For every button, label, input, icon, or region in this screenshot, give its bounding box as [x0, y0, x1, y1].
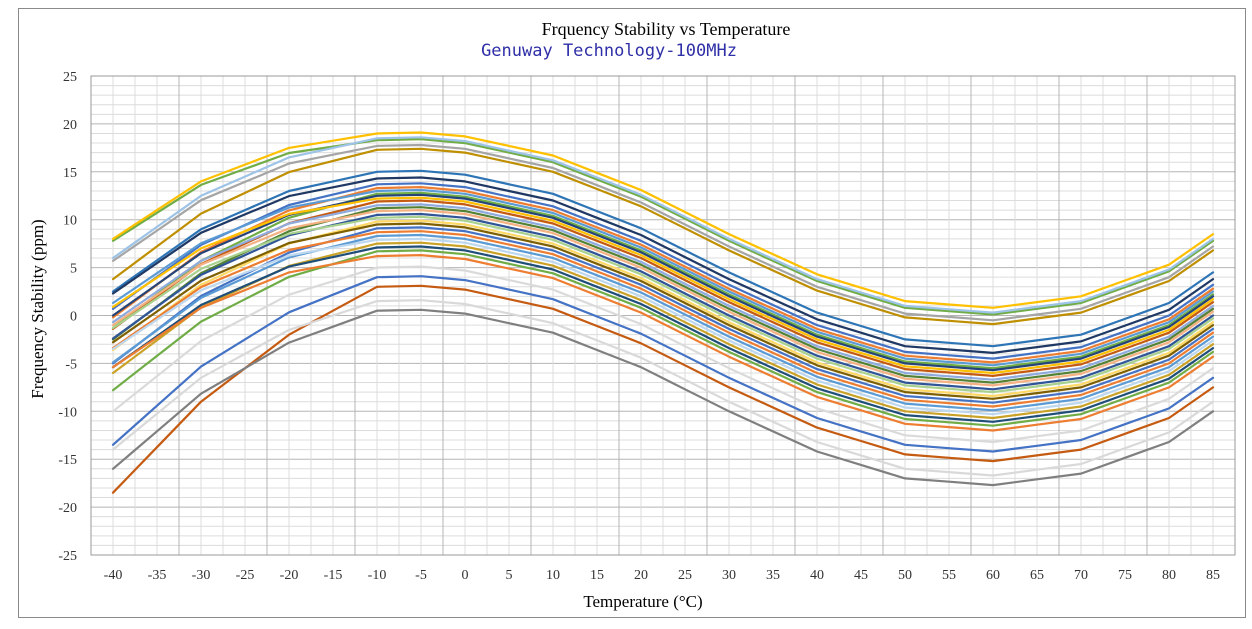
- x-tick-label: 45: [854, 568, 868, 583]
- series-line: [111, 222, 1215, 400]
- y-tick-label: 15: [63, 166, 77, 181]
- series-line: [111, 209, 1215, 387]
- x-tick-label: -20: [280, 568, 299, 583]
- x-tick-label: 0: [462, 568, 469, 583]
- x-tick-label: -5: [415, 568, 427, 583]
- series-line: [111, 169, 1215, 348]
- x-tick-label: -10: [368, 568, 387, 583]
- x-tick-label: 15: [590, 568, 604, 583]
- series-line: [111, 254, 1215, 432]
- chart-svg: Frquency Stability vs Temperature Genuwa…: [28, 19, 1236, 611]
- y-tick-label: 5: [70, 262, 77, 277]
- series-line: [111, 196, 1215, 375]
- plot-area-border: [90, 75, 1236, 556]
- series-line: [111, 186, 1215, 364]
- x-tick-label: -30: [192, 568, 211, 583]
- y-tick-label: -5: [65, 357, 77, 372]
- x-tick-label: 50: [898, 568, 912, 583]
- series-line: [111, 147, 1215, 326]
- series-line: [111, 275, 1215, 453]
- chart-frame: Frquency Stability vs Temperature Genuwa…: [18, 8, 1246, 618]
- series-line: [111, 249, 1215, 427]
- x-tick-label: 10: [546, 568, 560, 583]
- series-line: [111, 299, 1215, 477]
- x-tick-label: 25: [678, 568, 692, 583]
- series-line: [111, 308, 1215, 487]
- x-tick-label: -35: [148, 568, 167, 583]
- y-tick-label: 0: [70, 310, 77, 325]
- x-tick-label: 70: [1074, 568, 1088, 583]
- series-line: [111, 230, 1215, 408]
- series-line: [111, 265, 1215, 444]
- y-tick-label: 20: [63, 118, 77, 133]
- y-tick-labels: -25 -20 -15 -10 -5 0 5 10 15 20 25: [58, 70, 77, 564]
- chart-title: Frquency Stability vs Temperature: [542, 19, 791, 39]
- x-tick-label: 5: [506, 568, 513, 583]
- series-line: [111, 237, 1215, 416]
- y-axis-title: Frequency Stability (ppm): [28, 219, 47, 398]
- y-tick-label: -15: [58, 453, 77, 468]
- x-tick-label: 80: [1162, 568, 1176, 583]
- series-line: [111, 191, 1215, 370]
- series-line: [111, 131, 1215, 309]
- series-line: [111, 212, 1215, 391]
- x-tick-label: 65: [1030, 568, 1044, 583]
- series-lines: [111, 131, 1215, 494]
- series-line: [111, 284, 1215, 494]
- x-tick-labels: -40 -35 -30 -25 -20 -15 -10 -5 0 5 10 15 20 25 30 35 40 4…: [104, 568, 1220, 583]
- series-line: [111, 188, 1215, 367]
- series-line: [111, 138, 1215, 316]
- x-tick-label: 20: [634, 568, 648, 583]
- x-tick-label: 40: [810, 568, 824, 583]
- x-tick-label: -40: [104, 568, 123, 583]
- x-tick-label: -15: [324, 568, 343, 583]
- series-line: [111, 203, 1215, 381]
- chart-subtitle: Genuway Technology-100MHz: [481, 41, 737, 61]
- y-tick-label: -25: [58, 549, 77, 564]
- x-tick-label: 75: [1118, 568, 1132, 583]
- x-tick-label: 85: [1206, 568, 1220, 583]
- y-tick-label: 10: [63, 214, 77, 229]
- series-line: [111, 206, 1215, 384]
- series-line: [111, 136, 1215, 314]
- series-line: [111, 226, 1215, 404]
- x-axis-title: Temperature (°C): [583, 592, 702, 611]
- x-tick-label: 60: [986, 568, 1000, 583]
- series-line: [111, 182, 1215, 360]
- series-line: [111, 245, 1215, 423]
- x-tick-label: 35: [766, 568, 780, 583]
- series-line: [111, 215, 1215, 394]
- y-tick-label: -10: [58, 405, 77, 420]
- series-line: [111, 143, 1215, 322]
- y-tick-label: 25: [63, 70, 77, 85]
- x-tick-label: 55: [942, 568, 956, 583]
- x-tick-label: 30: [722, 568, 736, 583]
- series-line: [111, 233, 1215, 412]
- y-tick-label: -20: [58, 501, 77, 516]
- series-line: [111, 176, 1215, 354]
- x-tick-label: -25: [236, 568, 255, 583]
